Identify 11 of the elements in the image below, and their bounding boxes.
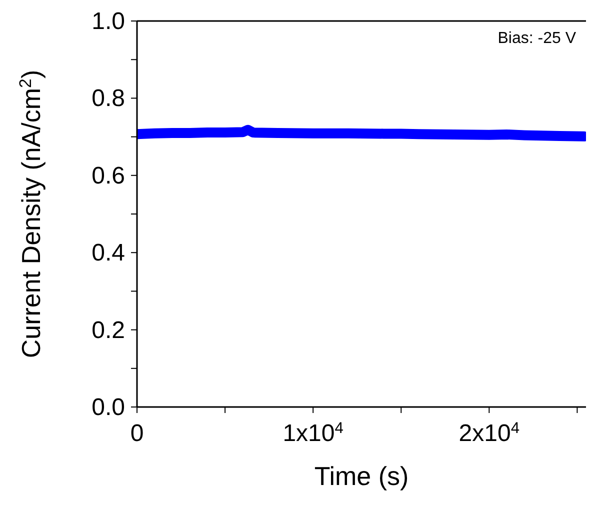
y-tick-label: 1.0 [92, 8, 125, 35]
annotation: Bias: -25 V [498, 30, 576, 48]
y-tick-label: 0.6 [92, 162, 125, 190]
y-tick-label: 0.8 [92, 85, 125, 112]
x-tick-label: 1x10$^{4}$ [282, 420, 344, 447]
x-tick-label: 0 [130, 420, 144, 447]
y-tick-label: 0.0 [92, 394, 125, 421]
x-tick-label: 2x10$^{4}$ [458, 420, 520, 447]
y-tick-label: 0.2 [92, 316, 125, 344]
y-tick-label: 0.4 [92, 240, 125, 267]
x-axis-title: Time (s) [314, 461, 409, 491]
